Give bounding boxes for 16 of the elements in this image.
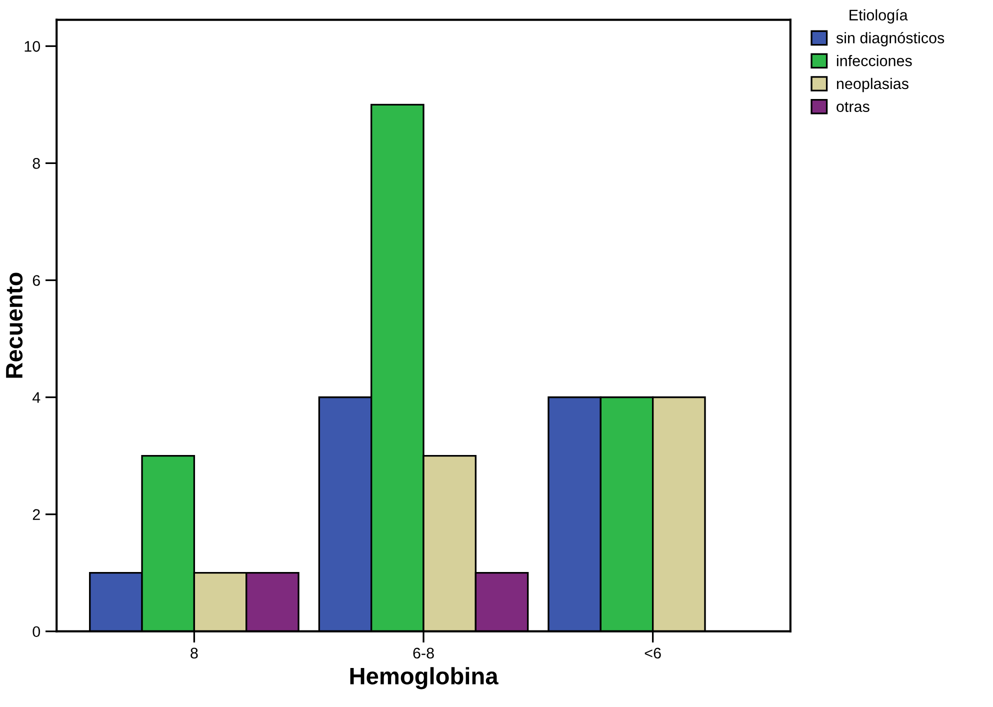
- legend-label: sin diagnósticos: [836, 32, 944, 46]
- legend-label: neoplasias: [836, 78, 908, 92]
- y-axis-title: Recuento: [6, 272, 23, 378]
- x-tick-label: <6: [644, 648, 661, 659]
- y-tick-label: 10: [24, 41, 40, 52]
- x-tick-label: 8: [190, 648, 198, 659]
- y-tick-label: 6: [32, 275, 40, 286]
- y-tick-label: 0: [32, 626, 40, 638]
- y-tick-label: 8: [32, 158, 40, 169]
- x-axis-title: Hemoglobina: [350, 667, 498, 690]
- legend-label: otras: [836, 102, 870, 112]
- legend-title: Etiología: [850, 9, 908, 24]
- y-tick-label: 4: [32, 392, 40, 403]
- x-tick-label: 6-8: [413, 648, 434, 659]
- y-tick-label: 2: [32, 509, 40, 520]
- legend-label: infecciones: [836, 55, 912, 66]
